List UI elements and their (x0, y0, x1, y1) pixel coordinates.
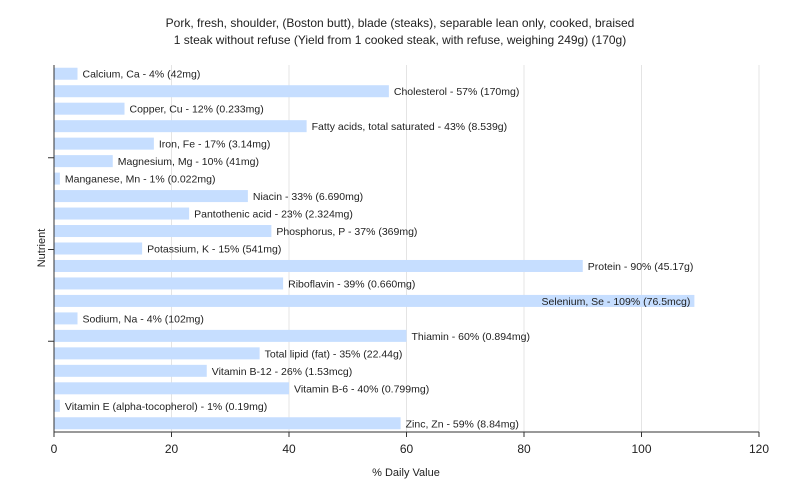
x-tick-label: 100 (631, 442, 651, 456)
x-tick-label: 80 (517, 442, 531, 456)
bar (54, 120, 307, 133)
bar-label: Riboflavin - 39% (0.660mg) (288, 278, 415, 290)
bar (54, 137, 154, 150)
bar-label: Potassium, K - 15% (541mg) (147, 244, 281, 256)
bar-label: Vitamin E (alpha-tocopherol) - 1% (0.19m… (65, 401, 267, 413)
bars-group (54, 67, 695, 430)
bar-label: Selenium, Se - 109% (76.5mcg) (542, 296, 691, 308)
chart-subtitle: 1 steak without refuse (Yield from 1 coo… (174, 33, 626, 47)
bar-label: Magnesium, Mg - 10% (41mg) (118, 156, 259, 168)
bar-label: Zinc, Zn - 59% (8.84mg) (406, 418, 519, 430)
x-ticks: 0 20 40 60 80 100 120 (51, 432, 769, 456)
bar (54, 312, 78, 325)
x-tick-label: 0 (51, 442, 58, 456)
x-tick-label: 120 (749, 442, 769, 456)
bar (54, 67, 78, 80)
bar (54, 364, 207, 377)
bar-label: Vitamin B-12 - 26% (1.53mcg) (212, 366, 352, 378)
bar-label: Protein - 90% (45.17g) (588, 261, 694, 273)
bar-label: Iron, Fe - 17% (3.14mg) (159, 139, 270, 151)
bar-label: Pantothenic acid - 23% (2.324mg) (194, 209, 353, 221)
bar (54, 347, 260, 360)
bar (54, 85, 389, 98)
x-tick-label: 60 (400, 442, 414, 456)
bar-label: Copper, Cu - 12% (0.233mg) (130, 104, 264, 116)
bar (54, 155, 113, 168)
bar-label: Niacin - 33% (6.690mg) (253, 191, 363, 203)
bar-label: Total lipid (fat) - 35% (22.44g) (265, 348, 403, 360)
bar-label: Thiamin - 60% (0.894mg) (412, 331, 530, 343)
bar (54, 242, 143, 255)
bar-label: Calcium, Ca - 4% (42mg) (83, 69, 201, 81)
x-axis-title: % Daily Value (372, 467, 440, 479)
x-tick-label: 40 (282, 442, 296, 456)
bar-label: Cholesterol - 57% (170mg) (394, 86, 519, 98)
bar-label: Manganese, Mn - 1% (0.022mg) (65, 174, 216, 186)
bar (54, 190, 248, 203)
chart-title: Pork, fresh, shoulder, (Boston butt), bl… (166, 16, 635, 30)
bar (54, 207, 190, 220)
bar-labels-group: Calcium, Ca - 4% (42mg) Cholesterol - 57%… (65, 69, 694, 431)
bar-label: Fatty acids, total saturated - 43% (8.53… (312, 121, 508, 133)
bar-label: Phosphorus, P - 37% (369mg) (276, 226, 417, 238)
bar (54, 102, 125, 115)
bar (54, 329, 407, 342)
bar-label: Vitamin B-6 - 40% (0.799mg) (294, 383, 429, 395)
bar (54, 225, 272, 238)
bar (54, 277, 284, 290)
y-axis-title: Nutrient (36, 229, 48, 268)
bar (54, 399, 60, 412)
bar (54, 172, 60, 185)
bar (54, 294, 695, 307)
bar-label: Sodium, Na - 4% (102mg) (83, 313, 204, 325)
bar (54, 259, 583, 272)
bar (54, 417, 401, 430)
bar (54, 382, 289, 395)
x-tick-label: 20 (165, 442, 179, 456)
